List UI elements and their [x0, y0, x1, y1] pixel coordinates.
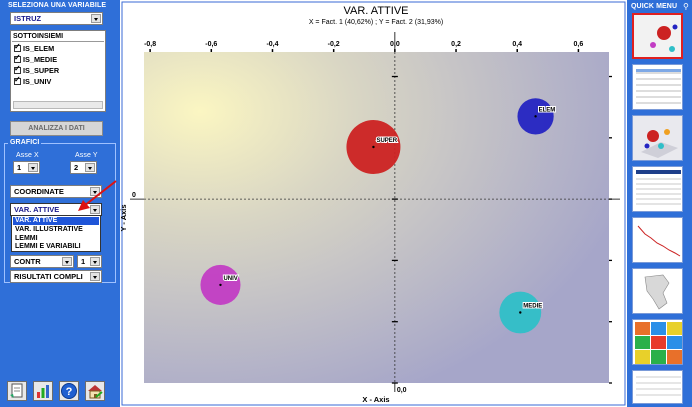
chart-icon[interactable]: [33, 381, 53, 401]
chevron-down-icon[interactable]: [90, 272, 100, 281]
point-center-dot: [519, 311, 522, 314]
x-tick-label: 0,2: [451, 41, 461, 48]
x-axis-label: X - Axis: [362, 395, 389, 404]
x-tick-label: -0,8: [144, 41, 156, 48]
new-sheet-icon[interactable]: [7, 381, 27, 401]
subsets-header: SOTTOINSIEMI: [13, 33, 64, 40]
checkbox-checked-icon[interactable]: [14, 75, 21, 85]
thumbnail-map[interactable]: [632, 268, 683, 314]
thumbnail-3d-chart[interactable]: [632, 115, 683, 161]
x-tick-label: -0,4: [266, 41, 278, 48]
chevron-down-icon[interactable]: [90, 187, 100, 196]
x-tick-label: 0,4: [512, 41, 522, 48]
chart-subtitle: X = Fact. 1 (40,62%) ; Y = Fact. 2 (31,9…: [309, 19, 443, 26]
results-select[interactable]: RISULTATI COMPLI: [10, 270, 102, 283]
point-center-dot: [372, 145, 375, 149]
chevron-down-icon[interactable]: [91, 14, 101, 23]
contr-select[interactable]: CONTR: [10, 255, 74, 268]
dropdown-option[interactable]: VAR. ILLUSTRATIVE: [15, 226, 83, 233]
chevron-down-icon[interactable]: [85, 163, 95, 172]
quick-menu-panel: QUICK MENU ⚲: [627, 0, 692, 407]
horizontal-scrollbar[interactable]: [13, 101, 103, 109]
display-type-select[interactable]: COORDINATE: [10, 185, 102, 198]
subset-item[interactable]: IS_SUPER: [14, 64, 59, 76]
pin-icon[interactable]: ⚲: [683, 2, 689, 11]
chevron-down-icon[interactable]: [90, 205, 100, 214]
subsets-listbox[interactable]: SOTTOINSIEMI IS_ELEM IS_MEDIE IS_SUPER I…: [10, 30, 106, 112]
subset-item[interactable]: IS_MEDIE: [14, 53, 57, 65]
charts-header: GRAFICI: [8, 139, 42, 146]
chevron-down-icon[interactable]: [90, 257, 100, 266]
dropdown-option[interactable]: VAR. ATTIVE: [13, 217, 99, 225]
x-tick-label-bottom: 0,0: [397, 387, 407, 394]
thumbnail-heatmap[interactable]: [632, 319, 683, 365]
variable-select-value: ISTRUZ: [14, 14, 42, 23]
y-tick-label-zero: 0: [132, 192, 136, 199]
dropdown-option[interactable]: LEMMI: [15, 235, 38, 242]
y-axis-label: Y - Axis: [120, 204, 128, 231]
point-label: SUPER: [376, 138, 397, 144]
svg-text:?: ?: [66, 386, 73, 398]
help-icon[interactable]: ?: [59, 381, 79, 401]
thumbnail-table[interactable]: [632, 64, 683, 110]
thumbnail-scatter-chart[interactable]: [632, 13, 683, 59]
chart-title: VAR. ATTIVE: [344, 5, 409, 17]
chart-area: VAR. ATTIVE X = Fact. 1 (40,62%) ; Y = F…: [120, 0, 627, 407]
chevron-down-icon[interactable]: [62, 257, 72, 266]
red-arrow-icon: [78, 180, 117, 211]
x-tick-label: 0,0: [390, 41, 400, 48]
point-center-dot: [219, 283, 222, 287]
axis-y-select[interactable]: 2: [70, 161, 97, 174]
left-panel: SELEZIONA UNA VARIABILE ISTRUZ SOTTOINSI…: [0, 0, 120, 407]
checkbox-checked-icon[interactable]: [14, 64, 21, 74]
thumbnail-line-chart[interactable]: [632, 217, 683, 263]
point-label: MEDIE: [523, 304, 542, 310]
contr-number-select[interactable]: 1: [77, 255, 102, 268]
thumbnail-list[interactable]: [632, 370, 683, 404]
analyze-data-button[interactable]: ANALIZZA I DATI: [10, 121, 103, 136]
point-label: UNIV: [223, 276, 237, 282]
variable-header: SELEZIONA UNA VARIABILE: [8, 2, 107, 9]
point-center-dot: [534, 115, 537, 118]
quick-menu-title: QUICK MENU: [631, 3, 678, 10]
thumbnail-report[interactable]: [632, 166, 683, 212]
subset-item[interactable]: IS_UNIV: [14, 75, 51, 87]
checkbox-checked-icon[interactable]: [14, 53, 21, 63]
checkbox-checked-icon[interactable]: [14, 42, 21, 52]
axis-y-label: Asse Y: [75, 152, 98, 159]
x-tick-label: 0,6: [574, 41, 584, 48]
variable-select[interactable]: ISTRUZ: [10, 12, 103, 25]
scatter-chart: VAR. ATTIVE X = Fact. 1 (40,62%) ; Y = F…: [120, 1, 626, 406]
point-label: ELEM: [539, 107, 556, 113]
dropdown-option[interactable]: LEMMI E VARIABILI: [15, 243, 81, 250]
x-tick-label: -0,2: [328, 41, 340, 48]
axis-x-select[interactable]: 1: [13, 161, 40, 174]
chevron-down-icon[interactable]: [28, 163, 38, 172]
axis-x-label: Asse X: [16, 152, 39, 159]
subset-item[interactable]: IS_ELEM: [14, 42, 54, 54]
variables-dropdown-list[interactable]: VAR. ATTIVE VAR. ILLUSTRATIVE LEMMI LEMM…: [11, 215, 101, 252]
home-icon[interactable]: [85, 381, 105, 401]
x-tick-label: -0,6: [205, 41, 217, 48]
